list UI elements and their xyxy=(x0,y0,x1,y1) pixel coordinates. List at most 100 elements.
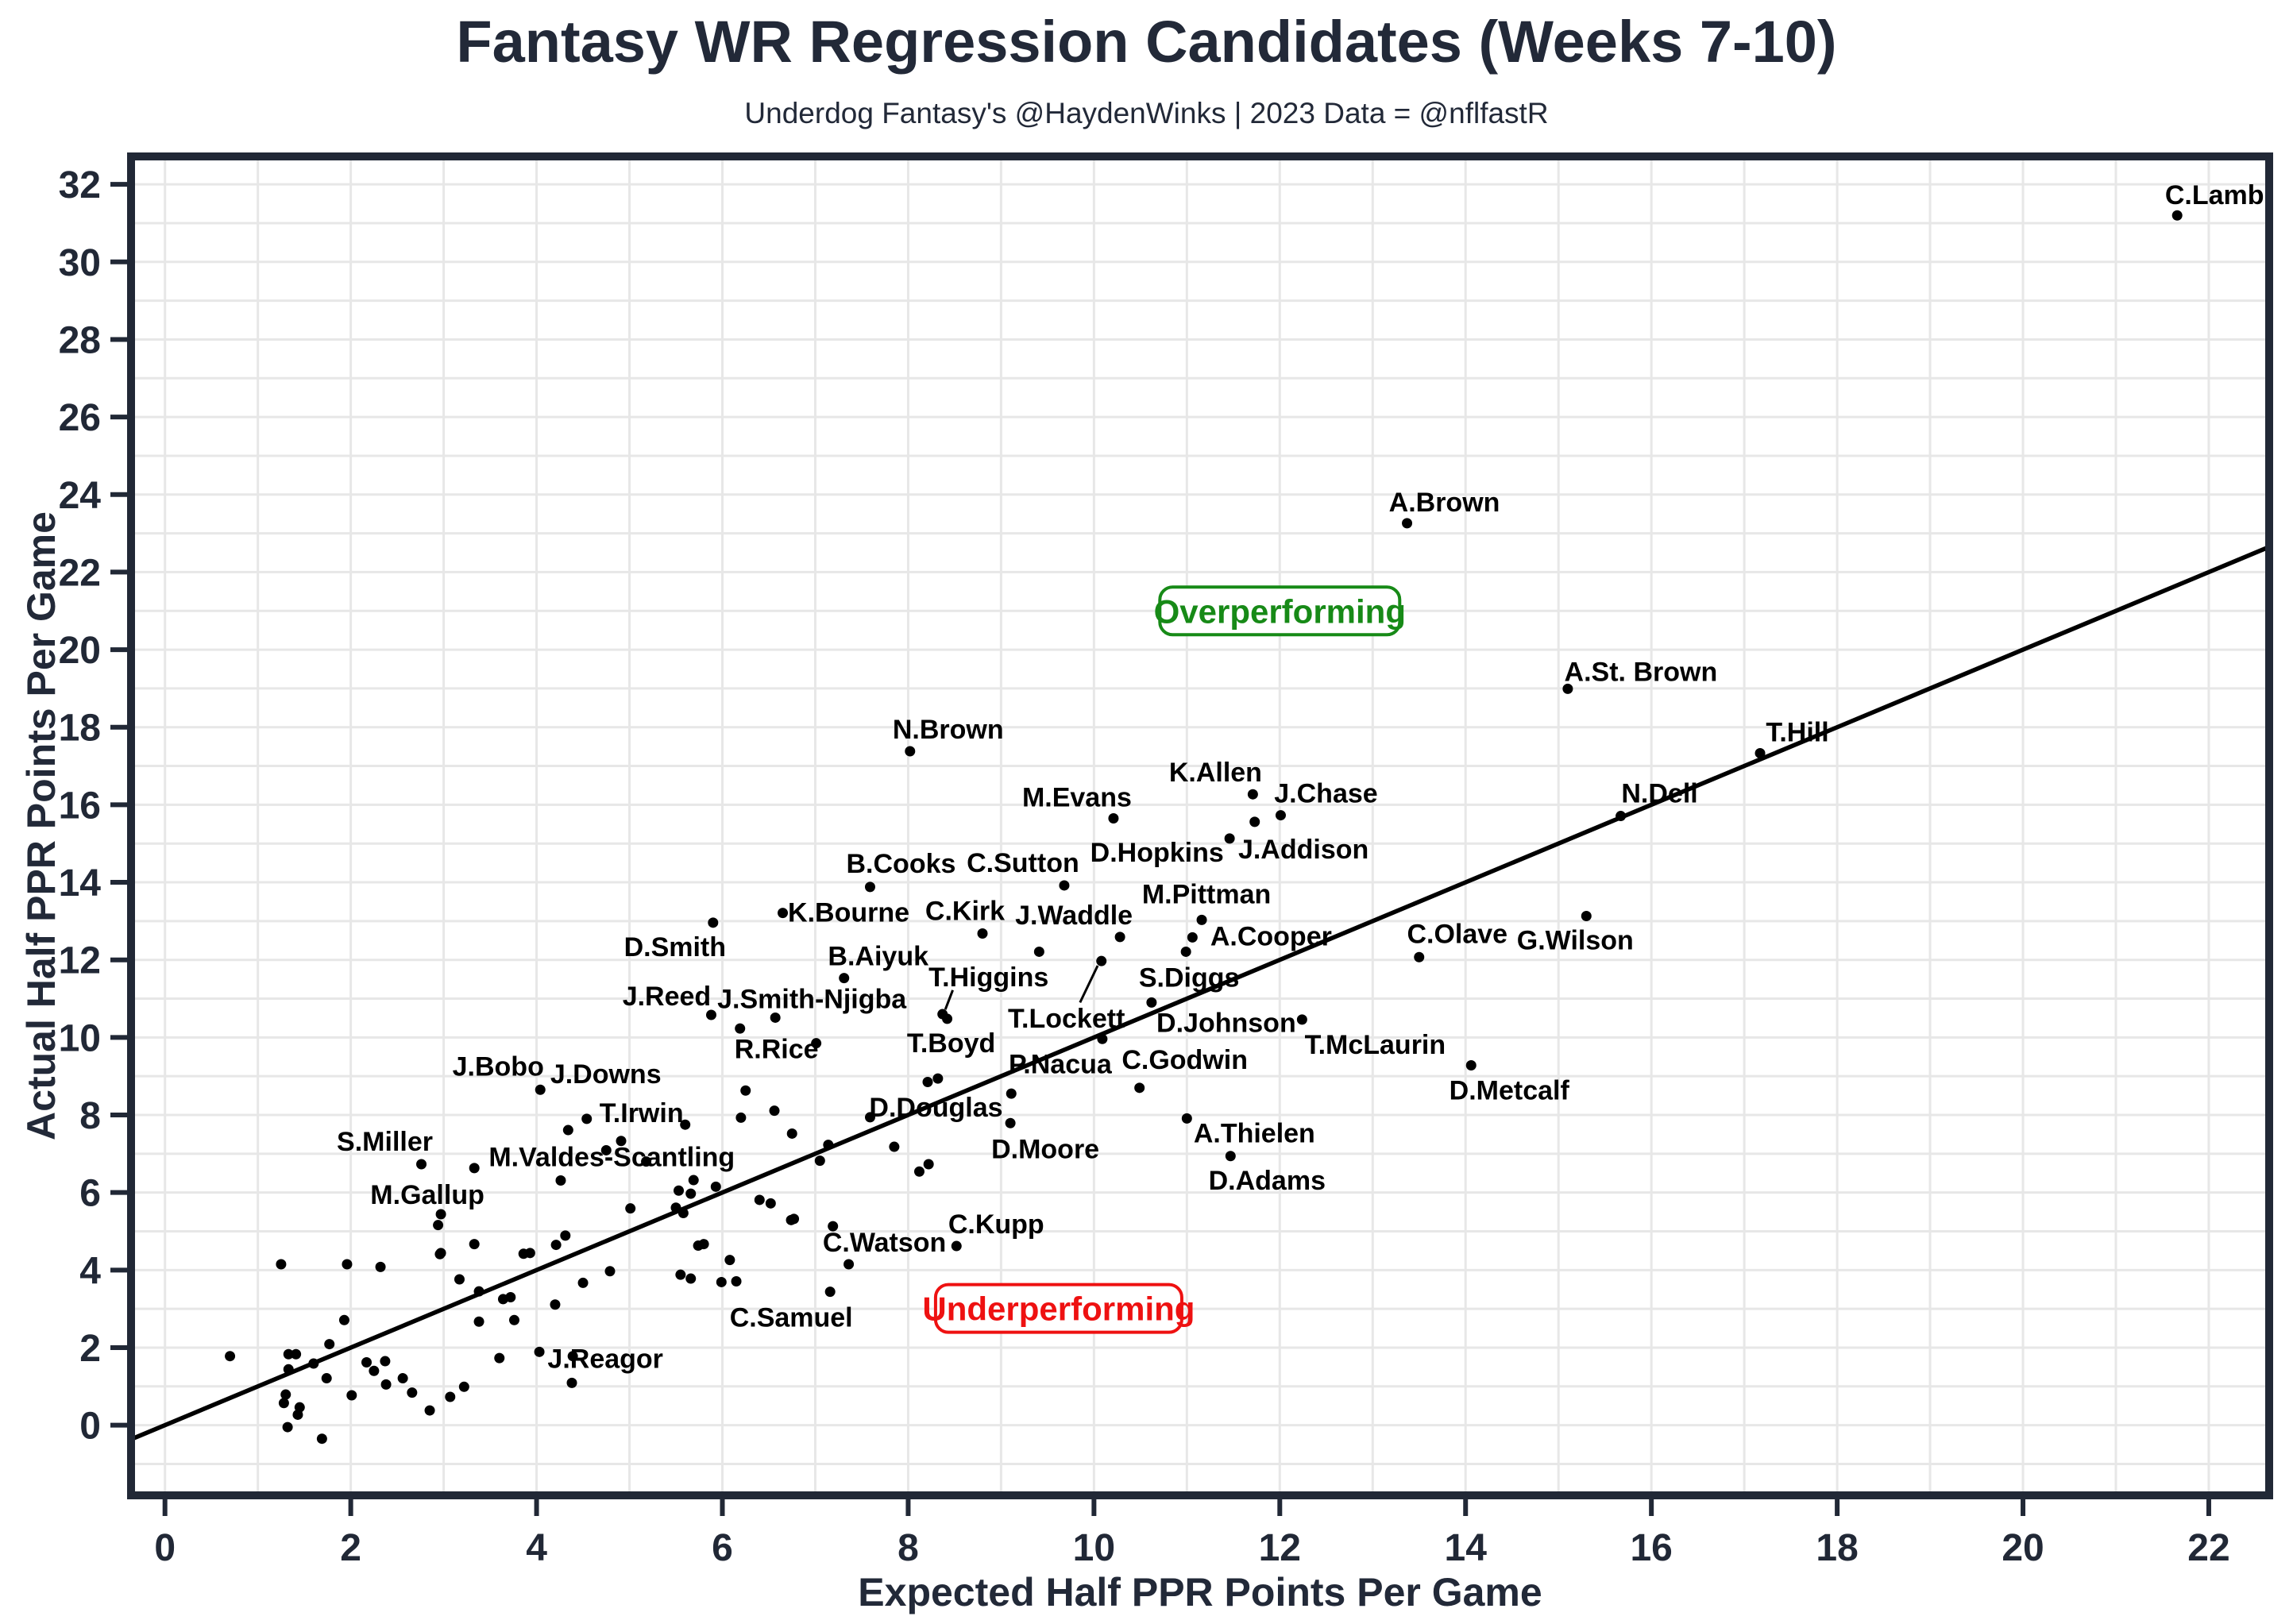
data-point-m-pittman xyxy=(1196,914,1207,925)
data-point xyxy=(550,1299,561,1310)
leader-line xyxy=(944,989,954,1010)
y-tick-label: 12 xyxy=(59,940,101,982)
x-tick-label: 22 xyxy=(2187,1527,2229,1569)
data-point-m-valdes-scantling xyxy=(600,1144,612,1155)
player-label: N.Brown xyxy=(893,715,1004,745)
player-label: J.Addison xyxy=(1238,835,1368,865)
data-point xyxy=(828,1221,839,1232)
player-label: C.Kirk xyxy=(925,896,1005,926)
y-tick-label: 6 xyxy=(79,1173,101,1215)
data-point xyxy=(913,1166,925,1177)
data-point xyxy=(740,1085,751,1096)
player-label: B.Cooks xyxy=(847,849,956,879)
data-point-a-st-brown xyxy=(1562,683,1573,694)
chart-subtitle: Underdog Fantasy's @HaydenWinks | 2023 D… xyxy=(744,97,1549,129)
data-point xyxy=(469,1239,480,1250)
data-point-b-cooks xyxy=(864,881,875,893)
player-label: A.Brown xyxy=(1389,488,1500,518)
data-point xyxy=(338,1314,349,1325)
player-label: A.Cooper xyxy=(1210,921,1332,951)
player-label: C.Olave xyxy=(1407,919,1507,949)
player-label: J.Waddle xyxy=(1015,901,1133,931)
player-label: N.Dell xyxy=(1621,779,1697,809)
data-point xyxy=(823,1140,834,1151)
y-tick-label: 18 xyxy=(59,708,101,750)
y-tick-label: 2 xyxy=(79,1328,101,1370)
data-point xyxy=(473,1316,484,1327)
data-point xyxy=(560,1230,571,1241)
x-tick-label: 16 xyxy=(1630,1527,1672,1569)
data-point xyxy=(473,1286,484,1297)
data-point-j-reed xyxy=(705,1009,716,1020)
data-point xyxy=(369,1365,380,1376)
player-label: J.Smith-Njigba xyxy=(717,984,907,1014)
data-point-a-cooper xyxy=(1187,932,1198,943)
player-label: M.Pittman xyxy=(1142,879,1271,909)
player-label: J.Chase xyxy=(1274,779,1377,809)
player-label: J.Downs xyxy=(550,1059,662,1090)
leader-line xyxy=(1079,965,1099,1004)
player-label: D.Adams xyxy=(1209,1166,1326,1196)
player-label: J.Reagor xyxy=(547,1344,663,1375)
data-point xyxy=(716,1276,727,1287)
x-tick-label: 20 xyxy=(2002,1527,2044,1569)
data-point xyxy=(508,1314,519,1325)
data-point-d-douglas xyxy=(864,1112,875,1123)
data-point xyxy=(616,1136,627,1147)
data-point xyxy=(889,1141,900,1152)
player-label: S.Diggs xyxy=(1139,962,1240,993)
data-point xyxy=(577,1277,589,1288)
data-point xyxy=(731,1275,742,1286)
player-label: M.Gallup xyxy=(370,1180,484,1210)
data-point xyxy=(445,1391,456,1402)
data-point xyxy=(361,1357,373,1368)
data-point xyxy=(433,1220,444,1231)
y-tick-label: 4 xyxy=(79,1250,101,1292)
trend-line xyxy=(129,545,2271,1441)
player-label: R.Rice xyxy=(735,1035,819,1065)
data-point-s-diggs xyxy=(1180,946,1191,957)
y-tick-label: 32 xyxy=(59,164,101,206)
data-point-c-kirk xyxy=(977,928,988,939)
player-label: T.Hill xyxy=(1766,717,1828,747)
data-point xyxy=(786,1214,797,1225)
data-point-n-dell xyxy=(1616,811,1627,822)
data-point-k-allen xyxy=(1247,789,1258,800)
data-point xyxy=(276,1259,287,1270)
x-axis-title: Expected Half PPR Points Per Game xyxy=(858,1570,1542,1614)
data-point-j-chase xyxy=(1275,810,1286,821)
data-point xyxy=(922,1077,933,1088)
data-point-j-smith-njigba xyxy=(770,1012,781,1023)
data-point-j-bobo xyxy=(535,1084,546,1095)
data-point-j-waddle xyxy=(1114,932,1125,943)
player-label: T.Boyd xyxy=(907,1028,995,1059)
data-point-b-aiyuk xyxy=(839,973,850,984)
data-point xyxy=(685,1273,697,1284)
x-tick-label: 4 xyxy=(526,1527,547,1569)
data-point-d-moore xyxy=(1005,1117,1016,1128)
annotation-text: Underperforming xyxy=(922,1290,1195,1328)
data-point xyxy=(724,1255,735,1266)
player-label: C.Samuel xyxy=(730,1303,853,1333)
data-point-t-irwin xyxy=(680,1119,691,1130)
data-point xyxy=(562,1124,573,1136)
player-label: C.Godwin xyxy=(1121,1045,1248,1075)
x-tick-label: 0 xyxy=(154,1527,176,1569)
data-point xyxy=(625,1203,636,1214)
player-label: C.Sutton xyxy=(967,848,1079,878)
annotation-box xyxy=(1158,585,1402,637)
x-tick-label: 2 xyxy=(340,1527,361,1569)
player-label: D.Metcalf xyxy=(1450,1076,1570,1106)
y-tick-label: 28 xyxy=(59,319,101,361)
annotation-box xyxy=(933,1283,1183,1334)
player-label: K.Bourne xyxy=(788,898,909,928)
y-tick-label: 26 xyxy=(59,397,101,439)
data-point xyxy=(604,1266,616,1277)
data-points xyxy=(225,210,2183,1445)
annotation-text: Overperforming xyxy=(1154,592,1406,630)
data-point xyxy=(375,1261,386,1272)
player-label: D.Moore xyxy=(991,1134,1099,1164)
player-label: K.Allen xyxy=(1169,758,1262,788)
player-label: C.Kupp xyxy=(948,1209,1044,1240)
player-label: P.Nacua xyxy=(1009,1049,1113,1079)
